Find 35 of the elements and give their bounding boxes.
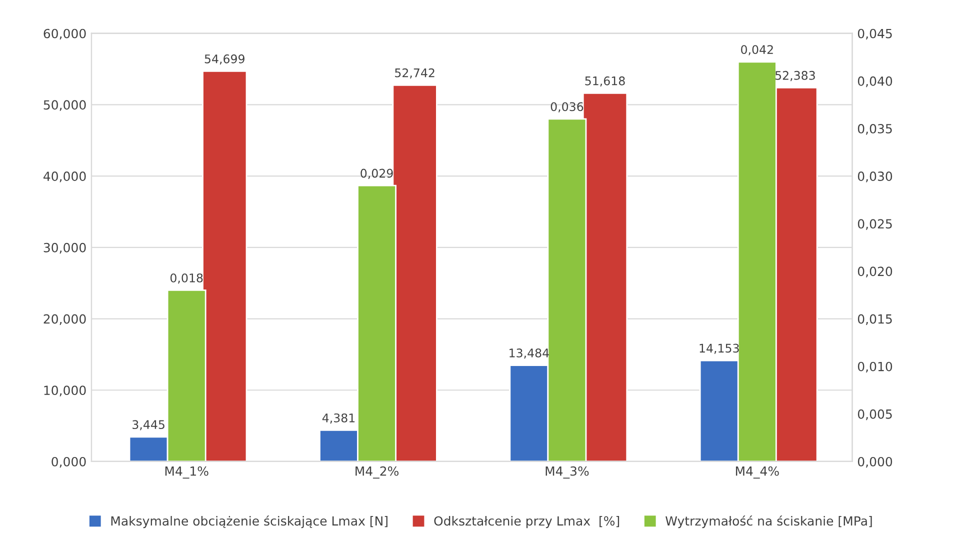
data-label: 3,445 (132, 420, 164, 430)
y-tick-label: 40,000 (43, 172, 86, 182)
x-tick-label: M4_3% (546, 466, 589, 479)
data-label: 52,383 (775, 70, 815, 82)
y2-tick-label: 0,025 (858, 219, 892, 230)
y2-tick-label: 0,020 (858, 266, 892, 278)
y-tick-label: 0,000 (52, 456, 86, 468)
data-label: 0,036 (550, 102, 584, 112)
y2-tick-label: 0,010 (858, 362, 892, 373)
y2-tick-label: 0,000 (858, 456, 892, 468)
x-tick-label: M4_2% (356, 466, 398, 479)
data-label: 54,699 (204, 54, 244, 65)
y2-tick-label: 0,030 (858, 172, 892, 182)
y-tick-label: 20,000 (44, 314, 86, 325)
legend-label: Wytrzymałość na ściskanie [MPa] (666, 515, 872, 528)
data-label: 4,381 (322, 413, 355, 424)
data-label: 0,042 (741, 45, 773, 56)
x-tick-label: M4_1% (165, 466, 208, 479)
y-tick-label: 60,000 (44, 28, 86, 40)
data-label: 51,618 (585, 76, 625, 87)
y2-tick-label: 0,015 (858, 314, 892, 325)
y-tick-label: 30,000 (44, 242, 86, 254)
y-tick-label: 50,000 (44, 100, 86, 111)
legend-label: Odkształcenie przy Lmax [%] (434, 516, 620, 528)
y2-tick-label: 0,040 (858, 76, 892, 88)
y2-tick-label: 0,005 (858, 409, 892, 420)
y-tick-label: 10,000 (44, 386, 86, 396)
y2-tick-label: 0,035 (858, 124, 892, 135)
y2-tick-label: 0,045 (858, 28, 892, 40)
data-label: 14,153 (700, 344, 739, 354)
legend-label: Maksymalne obciążenie ściskające Lmax [N] (111, 515, 388, 528)
data-label: 0,018 (170, 273, 203, 284)
data-label: 0,029 (360, 168, 393, 179)
data-label: 52,742 (395, 68, 434, 79)
x-tick-label: M4_4% (736, 466, 779, 479)
